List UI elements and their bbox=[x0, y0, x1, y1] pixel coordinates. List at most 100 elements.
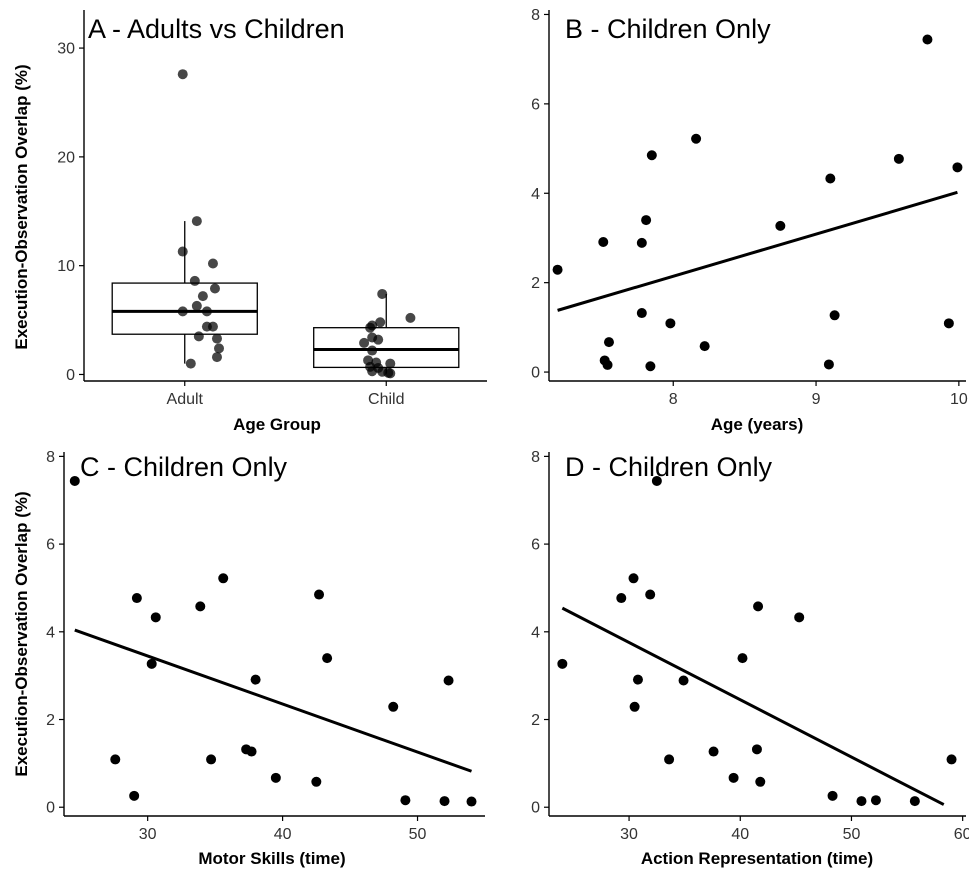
panel-d-y-tick-label: 8 bbox=[531, 449, 540, 466]
data-point bbox=[405, 312, 416, 323]
data-point bbox=[893, 153, 904, 164]
data-point bbox=[211, 352, 222, 363]
data-point bbox=[388, 701, 399, 712]
data-point bbox=[69, 475, 80, 486]
panel-c-y-tick-label: 0 bbox=[46, 800, 55, 817]
data-point bbox=[214, 343, 225, 354]
data-point bbox=[636, 308, 647, 319]
panel-c-y-tick-label: 4 bbox=[46, 624, 55, 641]
data-point bbox=[211, 333, 222, 344]
data-point bbox=[359, 337, 370, 348]
data-point bbox=[207, 258, 218, 269]
panel-c-x-tick-label: 30 bbox=[139, 826, 157, 843]
panel-b-y-ticks: 0 2 4 6 8 bbox=[531, 7, 549, 382]
panel-c-y-tick-label: 8 bbox=[46, 449, 55, 466]
data-point bbox=[400, 795, 411, 806]
data-point bbox=[603, 337, 614, 348]
panel-d-y-tick-label: 4 bbox=[531, 624, 540, 641]
data-point bbox=[552, 264, 563, 275]
data-point bbox=[365, 322, 376, 333]
panel-c-y-axis-title: Execution-Observation Overlap (%) bbox=[12, 491, 31, 776]
data-point bbox=[641, 215, 652, 226]
data-point bbox=[206, 754, 217, 765]
data-point bbox=[322, 653, 333, 664]
data-point bbox=[943, 318, 954, 329]
panel-a-boxes bbox=[111, 221, 460, 374]
data-point bbox=[377, 288, 388, 299]
panel-c-title: C - Children Only bbox=[80, 452, 288, 482]
data-point bbox=[794, 612, 805, 623]
data-point bbox=[636, 237, 647, 248]
panel-c-x-axis-title: Motor Skills (time) bbox=[198, 849, 345, 868]
data-point bbox=[856, 796, 867, 807]
panel-c-y-tick-label: 2 bbox=[46, 712, 55, 729]
data-point bbox=[922, 34, 933, 45]
data-point bbox=[191, 300, 202, 311]
data-point bbox=[385, 358, 396, 369]
data-point bbox=[314, 589, 325, 600]
data-point bbox=[678, 675, 689, 686]
panel-c-points bbox=[69, 475, 477, 807]
panel-b-points bbox=[552, 34, 963, 372]
data-point bbox=[645, 589, 656, 600]
data-point bbox=[708, 746, 719, 757]
data-point bbox=[443, 675, 454, 686]
data-point bbox=[823, 359, 834, 370]
data-point bbox=[129, 790, 140, 801]
data-point bbox=[775, 220, 786, 231]
data-point bbox=[146, 658, 157, 669]
regression-line bbox=[561, 606, 945, 806]
panel-d-y-tick-label: 6 bbox=[531, 537, 540, 554]
data-point bbox=[753, 601, 764, 612]
data-point bbox=[367, 345, 378, 356]
data-point bbox=[201, 306, 212, 317]
panel-c-x-ticks: 30 40 50 bbox=[139, 816, 427, 843]
data-point bbox=[751, 744, 762, 755]
data-point bbox=[311, 776, 322, 787]
data-point bbox=[616, 593, 627, 604]
data-point bbox=[629, 701, 640, 712]
data-point bbox=[870, 795, 881, 806]
data-point bbox=[946, 754, 957, 765]
panel-d: 0 2 4 6 8 30 40 50 60 D - Children Only Action … bbox=[531, 449, 969, 868]
data-point bbox=[185, 358, 196, 369]
panel-b-x-tick-label: 8 bbox=[669, 391, 678, 408]
panel-d-x-tick-label: 60 bbox=[954, 826, 969, 843]
panel-a-y-axis-title: Execution-Observation Overlap (%) bbox=[12, 64, 31, 349]
panel-a-y-tick-label: 30 bbox=[57, 41, 75, 58]
panel-d-points bbox=[557, 475, 957, 807]
data-point bbox=[177, 69, 188, 80]
panel-b-x-ticks: 8 9 10 bbox=[669, 381, 968, 408]
panel-d-y-ticks: 0 2 4 6 8 bbox=[531, 449, 549, 817]
data-point bbox=[557, 658, 568, 669]
panel-b-title: B - Children Only bbox=[565, 14, 771, 44]
data-point bbox=[270, 772, 281, 783]
panel-c-x-tick-label: 40 bbox=[274, 826, 292, 843]
panel-a-title: A - Adults vs Children bbox=[88, 14, 345, 44]
panel-a-y-ticks: 0 10 20 30 bbox=[57, 41, 84, 384]
data-point bbox=[373, 334, 384, 345]
panel-b-y-tick-label: 8 bbox=[531, 7, 540, 24]
data-point bbox=[598, 236, 609, 247]
data-point bbox=[466, 796, 477, 807]
data-point bbox=[177, 306, 188, 317]
data-point bbox=[952, 162, 963, 173]
regression-line bbox=[74, 628, 473, 773]
data-point bbox=[737, 653, 748, 664]
panel-c-y-tick-label: 6 bbox=[46, 537, 55, 554]
data-point bbox=[131, 593, 142, 604]
panel-a-x-tick-label: Child bbox=[368, 391, 404, 408]
panel-c: 0 2 4 6 8 30 40 50 C - Children Only Motor Ski… bbox=[12, 449, 485, 868]
panel-a-y-tick-label: 20 bbox=[57, 149, 75, 166]
data-point bbox=[375, 317, 386, 328]
panel-b-x-tick-label: 9 bbox=[812, 391, 821, 408]
data-point bbox=[207, 321, 218, 332]
panel-d-y-tick-label: 0 bbox=[531, 800, 540, 817]
data-point bbox=[755, 776, 766, 787]
data-point bbox=[691, 133, 702, 144]
panel-b-x-axis-title: Age (years) bbox=[711, 415, 804, 434]
panel-b-y-tick-label: 2 bbox=[531, 275, 540, 292]
panel-c-x-tick-label: 50 bbox=[409, 826, 427, 843]
panel-d-x-axis-title: Action Representation (time) bbox=[641, 849, 873, 868]
panel-d-fit bbox=[561, 606, 945, 806]
